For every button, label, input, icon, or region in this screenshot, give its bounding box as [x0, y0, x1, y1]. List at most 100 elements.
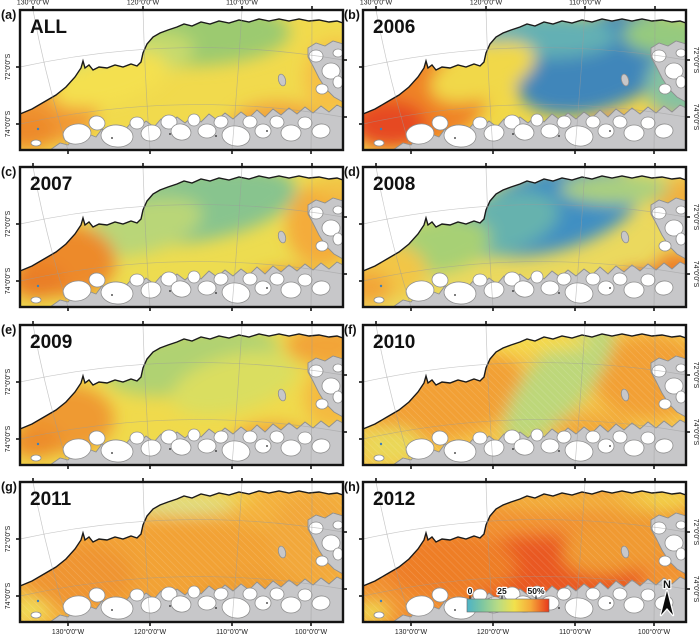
graticule-line — [310, 481, 313, 623]
data-region — [20, 491, 343, 622]
ice-shelf — [213, 272, 229, 286]
concentration-blob — [20, 110, 56, 150]
ice-shelf — [675, 232, 687, 246]
ice-shelf — [170, 595, 192, 613]
concentration-blob — [609, 271, 681, 307]
ice-shelf — [513, 595, 535, 613]
ice-shelf — [197, 438, 217, 454]
concentration-blob — [20, 72, 98, 144]
ice-shelf — [269, 272, 285, 286]
concentration-blob — [363, 243, 427, 299]
ice-shelf — [160, 586, 178, 602]
ice-shelf — [472, 116, 488, 130]
ice-shelf — [308, 49, 324, 63]
panel-year-label: 2008 — [373, 174, 415, 195]
data-region — [20, 19, 343, 150]
ice-shelf — [540, 438, 560, 454]
ice-shelf — [62, 595, 92, 617]
ice-shelf — [675, 363, 687, 373]
islet-dot — [609, 602, 611, 604]
ice-shelf — [585, 430, 601, 444]
islet-dot — [215, 607, 217, 609]
lat-axis-label: 72°0'0"S — [4, 210, 12, 237]
graticule-line — [653, 166, 656, 308]
graticule-line — [231, 324, 243, 466]
ice-shelf — [30, 454, 42, 462]
islet-dot — [454, 609, 456, 611]
ice-shelf — [269, 587, 285, 601]
graticule-line — [231, 9, 243, 151]
panel-frame — [361, 323, 688, 467]
ice-shelf — [540, 595, 560, 611]
ice-shelf — [556, 272, 572, 286]
ice-shelf — [612, 115, 628, 129]
island — [620, 73, 630, 87]
ice-shelf — [213, 587, 229, 601]
panel-frame — [361, 480, 688, 624]
ice-shelf — [612, 272, 628, 286]
islet-dot — [512, 605, 514, 607]
ice-shelf — [129, 116, 145, 130]
concentration-blob — [363, 345, 525, 441]
ice-shelf — [62, 280, 92, 302]
ice-shelf — [658, 240, 672, 252]
ice-shelf — [597, 595, 615, 611]
north-label: N — [663, 579, 671, 591]
land-mass — [391, 576, 687, 623]
ice-shelf — [100, 596, 134, 620]
land-mass — [650, 40, 687, 103]
panel-frame — [361, 8, 688, 152]
ice-shelf — [530, 428, 544, 442]
lat-axis-label: 74°0'0"S — [4, 425, 12, 452]
concentration-blob — [80, 19, 290, 66]
ice-shelf — [658, 398, 672, 410]
ice-shelf — [269, 430, 285, 444]
islet-dot — [215, 135, 217, 137]
land-mass — [650, 355, 687, 418]
lake-dot — [36, 284, 40, 288]
island — [277, 230, 287, 244]
lake-dot — [379, 284, 383, 288]
ice-shelf — [585, 272, 601, 286]
ice-shelf — [321, 62, 341, 80]
graticule-line — [375, 9, 412, 151]
ice-shelf — [160, 429, 178, 445]
ice-shelf — [623, 281, 645, 299]
concentration-blob — [20, 597, 50, 622]
coastline — [362, 490, 687, 587]
ice-shelf — [311, 438, 331, 454]
coastline — [19, 175, 344, 272]
islet-dot — [169, 605, 171, 607]
land-mass — [391, 104, 687, 151]
panel-year-label: 2011 — [30, 489, 72, 510]
graticule-line — [574, 481, 586, 623]
concentration-blob — [230, 102, 326, 150]
graticule-line — [362, 261, 687, 282]
legend-tick-label: 0 — [468, 586, 473, 596]
legend-tick-label: 25 — [497, 586, 507, 596]
concentration-blob — [363, 55, 488, 149]
concentration-blob — [20, 263, 66, 299]
ice-shelf — [483, 124, 505, 142]
ice-shelf — [623, 439, 645, 457]
ice-shelf — [658, 83, 672, 95]
ice-shelf — [675, 75, 687, 89]
concentration-blob — [435, 334, 591, 353]
ice-shelf — [297, 273, 313, 287]
ice-shelf — [664, 219, 684, 237]
lat-axis-label: 74°0'0"S — [4, 582, 12, 609]
ice-shelf — [170, 438, 192, 456]
concentration-blob — [481, 19, 617, 58]
concentration-blob — [313, 176, 343, 199]
island — [277, 388, 287, 402]
concentration-blob — [51, 52, 169, 108]
concentration-blob — [516, 19, 686, 115]
ice-shelf — [654, 595, 674, 611]
land-mass — [650, 197, 687, 260]
land-mass — [48, 261, 344, 308]
data-region — [363, 334, 686, 465]
concentration-blob — [586, 120, 652, 150]
panel-year-label: 2006 — [373, 17, 415, 38]
ice-shelf — [221, 125, 251, 147]
islet-dot — [558, 450, 560, 452]
